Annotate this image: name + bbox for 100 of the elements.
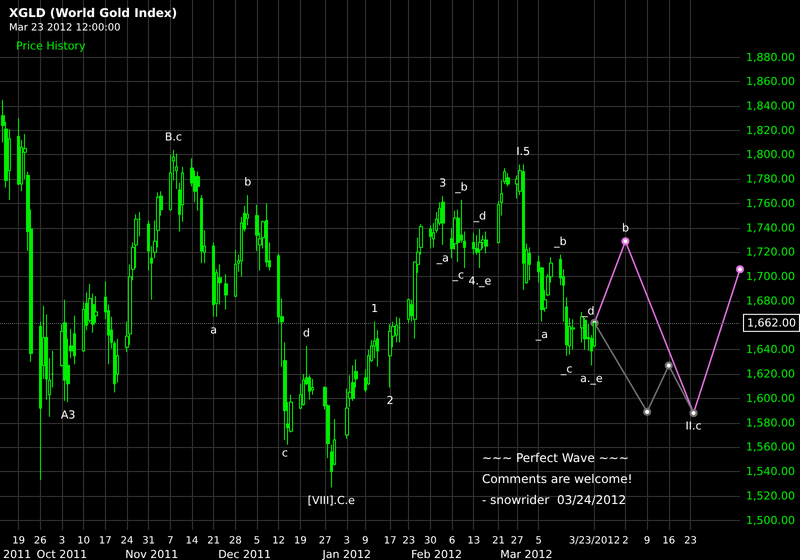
candlestick: [484, 230, 488, 254]
annotation: B.c: [164, 130, 182, 144]
candlestick: [388, 324, 392, 388]
candlestick: [407, 298, 410, 324]
annotation: - snowrider 03/24/2012: [482, 493, 626, 507]
annotation: _a: [534, 328, 548, 342]
annotation: 1: [371, 302, 378, 316]
y-tick-label: 1,600.00: [746, 392, 795, 405]
annotation: 4._e: [468, 274, 492, 288]
y-tick-label: 1,520.00: [746, 489, 795, 502]
candlestick: [224, 274, 228, 310]
x-tick-label: 5: [254, 536, 260, 546]
x-tick-label: 27: [318, 536, 332, 546]
text: XGLD (World Gold Index): [9, 6, 178, 20]
x-tick-label: 13: [467, 536, 480, 546]
candlestick: [429, 224, 432, 250]
candlestick: [63, 299, 67, 402]
x2-tick-label: Jan 2012: [322, 548, 372, 560]
y-tick-label: 1,880.00: [746, 50, 795, 64]
candlestick: [265, 202, 268, 268]
y-tick-label: 1,700.00: [746, 270, 795, 284]
candlestick: [398, 318, 401, 343]
annotation: _c: [560, 362, 572, 376]
annotation: 3: [439, 176, 446, 190]
candlestick: [200, 194, 203, 264]
ref-line-label: 1,662.00: [747, 316, 796, 330]
candlestick: [571, 318, 575, 350]
y-tick-label: 1,860.00: [746, 75, 795, 88]
x-tick-label: 10: [77, 536, 90, 546]
y-tick-label: 1,500.00: [746, 514, 795, 527]
annotation: c: [282, 446, 288, 460]
x-tick-label: 26: [34, 536, 47, 546]
y-tick-label: 1,640.00: [746, 343, 795, 356]
x-tick-label: 6: [448, 536, 456, 546]
x2-tick-label: Feb 2012: [411, 548, 462, 560]
y-tick-label: 1,720.00: [746, 246, 795, 259]
text: Price History: [16, 40, 86, 52]
annotation: b: [244, 175, 252, 188]
candlestick: [472, 232, 475, 256]
annotation: a: [210, 323, 218, 336]
x-tick-label: 24: [120, 536, 134, 546]
annotation: _d: [581, 304, 595, 318]
y-tick-label: 1,740.00: [746, 221, 795, 234]
candlestick: [212, 242, 215, 318]
candlestick: [169, 154, 172, 212]
candlestick: [522, 164, 525, 290]
point: [621, 237, 630, 246]
x-tick-label: 12: [272, 536, 286, 546]
x-tick-label: 21: [207, 536, 220, 546]
candlestick: [478, 228, 482, 269]
x2-tick-label: Nov 2011: [125, 548, 178, 560]
annotation: _b: [454, 180, 468, 194]
x-tick-label: 17: [98, 536, 112, 546]
x-tick-label: 2: [622, 536, 629, 546]
x-tick-label: 19: [12, 536, 25, 546]
candlestick: [395, 316, 398, 343]
y-tick-label: 1,840.00: [746, 100, 795, 112]
y-tick-label: 1,680.00: [746, 294, 795, 308]
x-tick-label: 5: [536, 536, 542, 546]
x2-tick-label: Mar 2012: [500, 548, 552, 560]
annotation: [VIII].C.e: [308, 494, 356, 507]
candlestick: [196, 171, 200, 212]
y-tick-label: 1,800.00: [746, 148, 795, 162]
x-tick-label: 3: [344, 536, 350, 546]
text: Mar 23 2012 12:00:00: [9, 22, 120, 34]
point: [664, 362, 673, 370]
annotation: ~~~ Perfect Wave ~~~: [482, 451, 629, 465]
annotation: _c: [451, 268, 464, 282]
candlestick: [528, 246, 531, 281]
x2-tick-label: Oct 2011: [36, 548, 88, 560]
x-tick-label: 9: [362, 536, 369, 546]
x-tick-label: 27: [510, 536, 524, 546]
x2-tick-label: Dec 2011: [218, 548, 271, 560]
candlestick: [73, 315, 76, 365]
x-tick-label: 3/23/2012: [568, 536, 620, 546]
y-tick-label: 1,760.00: [746, 196, 795, 210]
y-tick-label: 1,780.00: [746, 172, 795, 186]
x-tick-label: 9: [644, 536, 650, 546]
point: [736, 265, 744, 274]
annotation: II.c: [686, 420, 702, 433]
x-tick-label: 3: [58, 536, 66, 546]
x-tick-label: 23: [684, 536, 697, 546]
x-tick-label: 7: [167, 536, 174, 546]
x-tick-label: 31: [142, 536, 155, 546]
x-tick-label: 28: [228, 536, 242, 546]
x-tick-label: 19: [294, 536, 307, 546]
annotation: b: [622, 222, 629, 235]
y-tick-label: 1,580.00: [746, 416, 795, 430]
annotation: I.5: [516, 144, 530, 158]
annotation: _b: [553, 235, 567, 248]
annotation: Comments are welcome!: [482, 472, 632, 486]
annotation: a._e: [580, 372, 603, 386]
x-tick-label: 14: [186, 536, 198, 546]
x-tick-label: 17: [384, 536, 396, 546]
annotation: A3: [60, 408, 76, 422]
x2-tick-label: 2011: [3, 548, 32, 560]
x-tick-label: 21: [492, 536, 505, 546]
annotation: _d: [472, 210, 486, 223]
candlestick: [234, 249, 237, 298]
x-tick-label: 30: [424, 536, 437, 546]
